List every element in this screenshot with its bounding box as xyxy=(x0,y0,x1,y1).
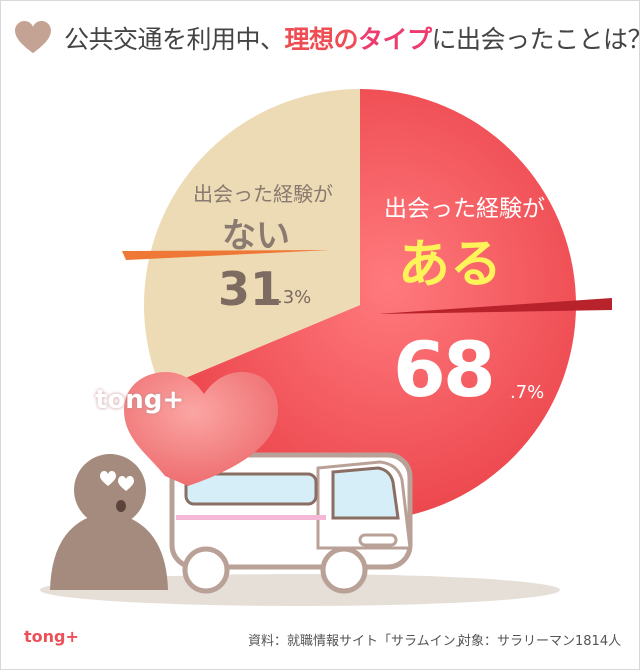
bus-wheel xyxy=(182,546,230,594)
ground-shadow xyxy=(40,574,560,606)
yes-slice-value: 68 xyxy=(393,325,496,414)
heart-eye-icon xyxy=(100,471,116,486)
bus-front-window xyxy=(331,466,400,520)
no-slice-value: 31 xyxy=(218,262,283,316)
heart-icon xyxy=(15,21,51,54)
target-note: 対象：サラリーマン1814人 xyxy=(458,634,622,649)
no-slice-label-line1: 出会った経験が xyxy=(193,182,333,206)
bus-wheel xyxy=(320,546,368,594)
person-illustration xyxy=(50,454,168,590)
watermark-logo: tong+ xyxy=(95,385,185,415)
speech-heart-icon xyxy=(124,372,278,486)
page-title: 公共交通を利用中、理想のタイプに出会ったことは？ xyxy=(64,20,640,56)
yes-slice-pointer xyxy=(378,298,612,314)
heart-eye-icon xyxy=(118,476,134,491)
header: 公共交通を利用中、理想のタイプに出会ったことは？ xyxy=(14,18,640,58)
no-slice-value-decimal: .3% xyxy=(277,287,312,308)
bus-stripe xyxy=(176,515,326,520)
footer-logo: tong+ xyxy=(24,627,79,646)
yes-slice-label-line1: 出会った経験が xyxy=(384,196,545,222)
no-slice xyxy=(143,89,360,389)
title-part: に出会ったことは？ xyxy=(431,25,640,54)
bus-illustration xyxy=(169,452,413,594)
source-note: 資料：就職情報サイト「サラムイン」 xyxy=(248,634,469,649)
no-slice-label-line2: ない xyxy=(222,216,290,256)
title-part: 公共交通を利用中、 xyxy=(64,25,285,54)
no-slice-pointer xyxy=(122,250,330,260)
yes-slice-value-decimal: .7% xyxy=(510,382,545,403)
bus-side-window xyxy=(184,472,318,506)
title-highlight-type: タイプ xyxy=(358,25,432,54)
title-highlight-ideal: 理想の xyxy=(284,25,359,54)
yes-slice-label-line2: ある xyxy=(398,235,503,295)
